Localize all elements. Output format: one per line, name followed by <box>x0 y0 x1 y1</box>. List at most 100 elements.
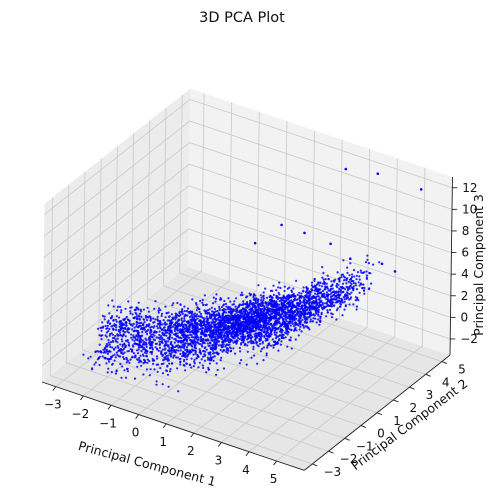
data-point <box>182 346 186 350</box>
data-point <box>305 321 308 324</box>
data-point <box>309 307 312 310</box>
data-point <box>193 312 197 315</box>
data-point <box>269 317 272 320</box>
data-point <box>183 319 186 322</box>
data-point <box>285 298 288 301</box>
z-tick-label: 0 <box>461 310 469 324</box>
data-point <box>242 321 245 324</box>
data-point <box>294 306 297 309</box>
y-gridline <box>49 197 313 465</box>
data-point <box>128 322 131 325</box>
data-point <box>174 312 177 315</box>
data-point <box>199 351 202 354</box>
data-point <box>256 311 260 314</box>
data-point <box>211 349 215 352</box>
data-point <box>156 327 159 330</box>
data-point <box>147 336 151 339</box>
data-point <box>153 334 156 337</box>
data-point <box>257 305 260 308</box>
data-point <box>332 290 335 293</box>
data-point <box>246 338 249 341</box>
data-point <box>111 315 114 318</box>
data-point <box>146 319 149 322</box>
data-point <box>262 297 265 300</box>
x-tick-mark <box>107 404 112 410</box>
data-point <box>342 259 345 262</box>
data-point <box>128 319 131 323</box>
data-point <box>180 319 183 322</box>
data-point <box>116 337 119 340</box>
data-point <box>305 301 308 304</box>
data-point <box>242 300 245 303</box>
data-point <box>169 342 172 345</box>
data-point <box>322 278 325 281</box>
data-point <box>179 313 182 316</box>
data-point <box>197 366 200 369</box>
data-point <box>176 314 180 317</box>
data-point <box>210 315 213 318</box>
data-point <box>116 334 119 337</box>
data-point <box>195 336 198 339</box>
data-point <box>297 324 300 327</box>
data-point <box>237 305 240 308</box>
data-point <box>292 287 295 290</box>
data-point <box>358 278 361 281</box>
data-point <box>140 310 143 313</box>
data-point <box>140 321 143 324</box>
data-point <box>213 307 216 311</box>
data-point <box>158 343 161 346</box>
data-point <box>112 347 116 351</box>
data-point <box>358 284 361 287</box>
y-tick-label: −1 <box>356 439 374 453</box>
data-point <box>214 316 217 320</box>
data-point <box>348 274 351 277</box>
data-point <box>104 356 107 359</box>
data-point <box>119 334 122 337</box>
y-gridline <box>98 158 362 426</box>
data-point <box>158 346 162 349</box>
data-point <box>212 302 215 305</box>
y-gridline <box>146 120 410 388</box>
data-point <box>298 299 302 302</box>
data-point <box>96 350 99 353</box>
data-point <box>133 377 137 380</box>
data-point <box>154 318 157 321</box>
data-point <box>265 354 268 357</box>
data-point <box>145 352 148 355</box>
x-tick-mark <box>218 442 222 447</box>
data-point <box>112 305 115 308</box>
data-point <box>206 309 210 312</box>
data-point <box>197 336 200 339</box>
data-point <box>291 307 294 310</box>
data-point <box>256 298 259 301</box>
z-axis-label: Principal Component 3 <box>471 194 486 336</box>
x-tick-label: 3 <box>215 453 223 467</box>
data-point <box>208 329 211 332</box>
data-point <box>145 345 148 348</box>
data-point <box>212 296 215 299</box>
data-point <box>145 316 148 319</box>
z-gridline <box>42 206 451 323</box>
data-point <box>203 331 206 334</box>
data-point <box>130 336 133 339</box>
data-point <box>112 318 115 322</box>
data-point <box>323 302 327 305</box>
data-point <box>288 317 292 320</box>
data-point <box>196 313 199 316</box>
data-point <box>153 368 156 371</box>
data-point <box>189 310 192 313</box>
data-point <box>143 328 146 331</box>
data-point <box>172 349 175 352</box>
data-point <box>259 314 262 317</box>
data-point <box>153 307 156 310</box>
data-point <box>268 327 271 330</box>
data-point <box>334 295 337 298</box>
data-point <box>164 332 167 335</box>
data-point <box>190 334 193 337</box>
data-point <box>144 314 147 318</box>
data-point <box>283 289 286 293</box>
data-point <box>285 327 289 330</box>
data-point <box>248 328 251 331</box>
data-point <box>198 319 201 322</box>
data-point <box>101 326 104 329</box>
